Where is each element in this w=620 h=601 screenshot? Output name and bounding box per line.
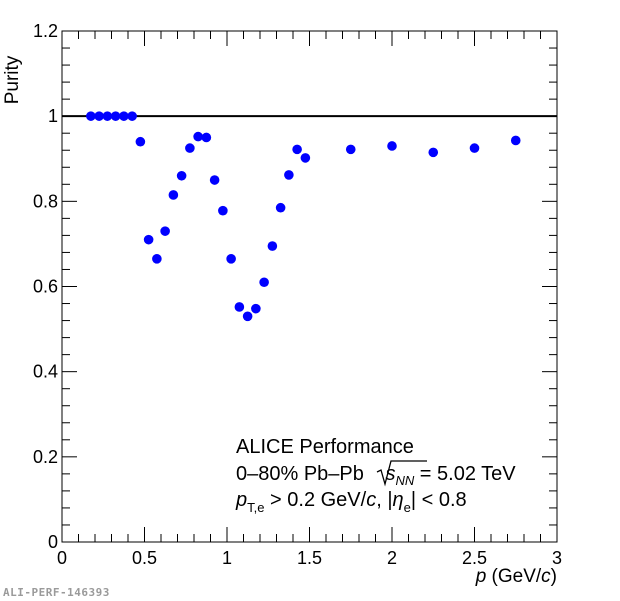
data-point: [152, 254, 162, 264]
x-tick-label: 1.5: [297, 548, 322, 568]
data-point: [251, 303, 261, 314]
x-tick-label: 0: [57, 548, 67, 568]
annotation-line2: 0–80% Pb–Pb sNN = 5.02 TeV: [236, 463, 516, 488]
data-points: [86, 111, 521, 322]
x-tick-label: 3: [552, 548, 562, 568]
data-point: [143, 234, 154, 245]
data-point: [275, 202, 286, 213]
data-point: [185, 143, 195, 153]
data-point: [94, 111, 104, 121]
data-point: [267, 241, 278, 251]
x-tick-label: 2: [387, 548, 397, 568]
y-tick-label: 1: [48, 106, 58, 126]
x-axis-title: p (GeV/c): [475, 566, 557, 587]
annotation: ALICE Performance 0–80% Pb–Pb sNN = 5.02…: [235, 436, 516, 515]
data-point: [119, 111, 129, 121]
y-tick-labels: 0 0.2 0.4 0.6 0.8 1 1.2: [33, 21, 58, 552]
data-point: [428, 147, 439, 158]
y-tick-label: 0.2: [33, 447, 58, 467]
data-point: [201, 132, 212, 143]
data-point: [226, 254, 236, 264]
annotation-line3: pT,e > 0.2 GeV/c, |ηe| < 0.8: [235, 489, 467, 515]
data-point: [102, 111, 113, 121]
data-point: [387, 141, 397, 151]
x-tick-label: 0.5: [132, 548, 157, 568]
sqrt-symbol: [376, 460, 427, 487]
data-point: [86, 111, 96, 121]
data-point: [259, 277, 269, 288]
data-point: [284, 170, 294, 180]
x-tick-label: 2.5: [462, 548, 487, 568]
y-tick-label: 0: [48, 532, 58, 552]
y-tick-label: 0.4: [33, 362, 58, 382]
data-point: [209, 175, 220, 185]
data-point: [292, 144, 302, 155]
data-point: [110, 111, 121, 121]
y-tick-label: 0.8: [33, 191, 58, 211]
y-tick-label: 1.2: [33, 21, 58, 41]
data-point: [160, 226, 170, 236]
x-tick-label: 1: [222, 548, 232, 568]
y-axis-title: Purity: [2, 55, 23, 104]
annotation-line1: ALICE Performance: [236, 436, 414, 458]
data-point: [168, 190, 179, 200]
data-point: [345, 144, 356, 155]
data-point: [176, 170, 187, 181]
data-point: [234, 302, 245, 312]
data-point: [300, 153, 311, 163]
data-point: [193, 131, 203, 142]
data-point: [127, 111, 137, 121]
data-point: [218, 205, 228, 216]
data-point: [469, 143, 480, 153]
data-point: [242, 311, 253, 322]
x-tick-labels: 0 0.5 1 1.5 2 2.5 3: [57, 548, 562, 568]
axis-ticks: [61, 30, 558, 543]
y-tick-label: 0.6: [33, 277, 58, 297]
data-point: [135, 136, 146, 147]
watermark-label: ALI-PERF-146393: [3, 586, 110, 599]
data-point: [510, 135, 521, 146]
